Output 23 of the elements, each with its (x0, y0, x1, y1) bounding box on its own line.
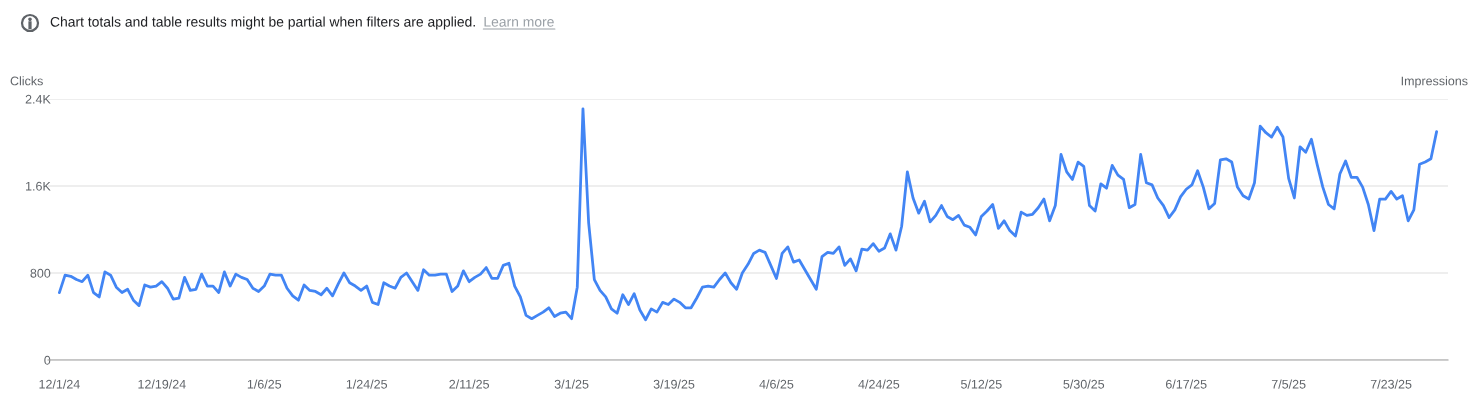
y-tick-label: 1.6K (26, 181, 51, 191)
x-tick-label: 1/6/25 (247, 379, 282, 389)
x-tick-label: 6/17/25 (1166, 379, 1207, 389)
y-tick-label: 0 (44, 355, 51, 365)
y-tick-label: 800 (30, 268, 51, 278)
x-tick-label: 1/24/25 (346, 379, 388, 389)
y-tick-label: 2.4K (25, 94, 51, 104)
x-tick-label: 12/1/24 (39, 379, 80, 389)
x-tick-label: 3/19/25 (653, 379, 695, 389)
line-series (57, 107, 1439, 322)
y-axis-title: Clicks (10, 76, 43, 86)
y2-axis-title: Impressions (1401, 76, 1468, 88)
x-tick-label: 2/11/25 (449, 379, 490, 389)
x-tick-label: 5/30/25 (1063, 379, 1105, 389)
x-tick-label: 4/6/25 (759, 379, 794, 389)
x-tick-label: 7/5/25 (1271, 379, 1306, 389)
chart-title: Chart totals and table results might be partial when filters are applied. (50, 16, 475, 30)
x-tick-label: 12/19/24 (138, 379, 186, 389)
x-tick-label: 3/1/25 (554, 379, 589, 389)
x-tick-label: 7/23/25 (1370, 379, 1412, 389)
text: Learn more (484, 17, 554, 27)
x-tick-label: 4/24/25 (858, 379, 900, 389)
x-tick-label: 5/12/25 (960, 379, 1002, 389)
